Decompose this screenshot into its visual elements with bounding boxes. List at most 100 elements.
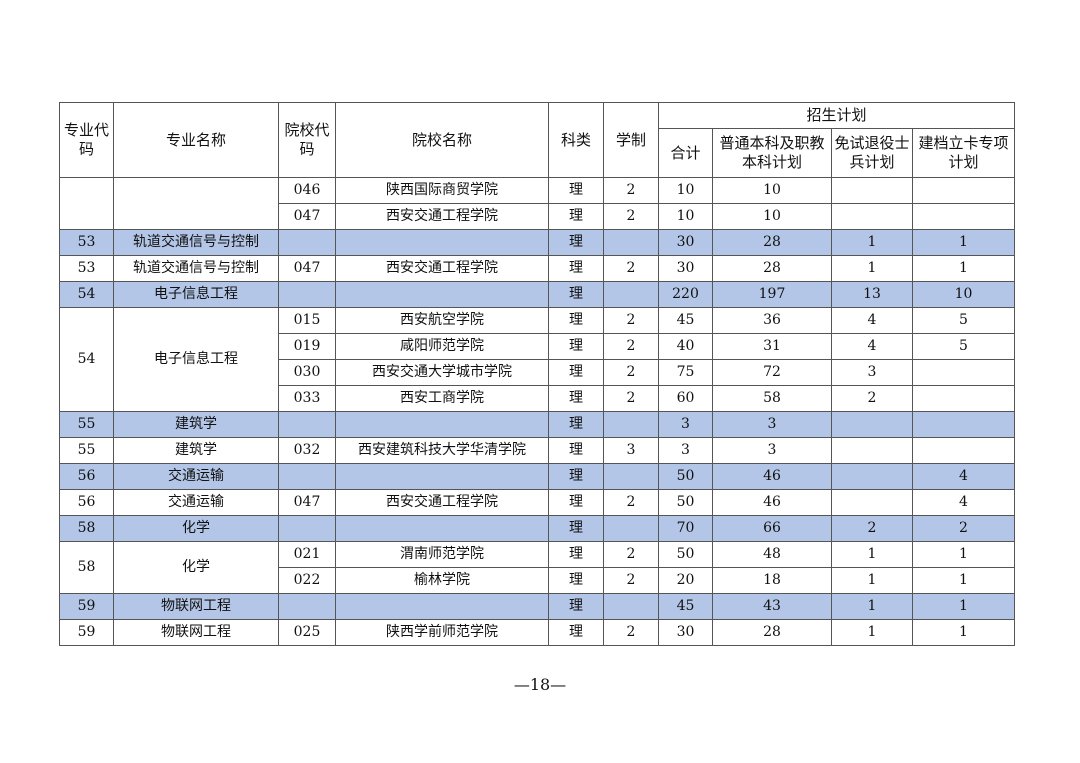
poverty-cell: 1 [911,567,1016,594]
category-cell: 理 [548,359,604,386]
duration-cell: 2 [603,359,659,386]
veteran-cell [831,177,913,204]
poverty-cell [911,177,1016,204]
duration-cell: 2 [603,567,659,594]
major-code-cell: 53 [59,229,114,256]
regular-cell: 28 [712,619,832,646]
veteran-cell: 1 [831,541,913,568]
veteran-cell [831,437,913,464]
total-cell: 45 [658,307,713,334]
school-code-cell: 015 [278,307,336,334]
regular-cell: 46 [712,489,832,516]
major-summary-row: 59 物联网工程理 45 43 1 1 [59,593,1016,620]
veteran-cell [831,203,913,230]
duration-cell: 2 [603,255,659,282]
duration-cell: 2 [603,489,659,516]
header-school-name: 院校名称 [335,102,549,178]
school-code-cell: 022 [278,567,336,594]
major-name-cell: 交通运输 [113,489,279,516]
total-cell: 45 [658,593,713,620]
school-code-cell: 019 [278,333,336,360]
major-code-cell: 55 [59,411,114,438]
major-name-cell: 化学 [113,515,279,542]
major-code-cell: 56 [59,463,114,490]
duration-cell: 2 [603,619,659,646]
empty-cell [603,515,659,542]
major-code-cell: 54 [59,307,114,412]
major-name-cell: 电子信息工程 [113,307,279,412]
school-name-cell: 榆林学院 [335,567,549,594]
major-name-cell: 轨道交通信号与控制 [113,229,279,256]
school-name-cell: 陕西国际商贸学院 [335,177,549,204]
regular-cell: 36 [712,307,832,334]
duration-cell: 2 [603,203,659,230]
major-name-cell: 轨道交通信号与控制 [113,255,279,282]
school-name-cell: 西安工商学院 [335,385,549,412]
poverty-cell: 10 [911,281,1016,308]
total-cell: 30 [658,255,713,282]
regular-cell: 10 [712,203,832,230]
major-name-cell: 建筑学 [113,411,279,438]
category-cell: 理 [548,333,604,360]
poverty-cell: 1 [911,255,1016,282]
category-cell: 理 [548,255,604,282]
table-row: 54 电子信息工程 015 西安航空学院理 2 45 36 4 5 [59,307,1016,412]
total-cell: 50 [658,489,713,516]
school-code-cell: 021 [278,541,336,568]
empty-cell [603,463,659,490]
regular-cell: 58 [712,385,832,412]
veteran-cell [831,411,913,438]
category-cell: 理 [548,515,604,542]
total-cell: 50 [658,541,713,568]
total-cell: 3 [658,437,713,464]
page-number: —18— [513,675,567,694]
poverty-cell: 1 [911,593,1016,620]
school-code-cell: 025 [278,619,336,646]
total-cell: 220 [658,281,713,308]
major-summary-row: 53 轨道交通信号与控制理 30 28 1 1 [59,229,1016,256]
category-cell: 理 [548,281,604,308]
veteran-cell [831,489,913,516]
poverty-cell [911,437,1016,464]
school-code-cell: 047 [278,489,336,516]
regular-cell: 3 [712,437,832,464]
table-row: 53 轨道交通信号与控制 047 西安交通工程学院理 2 30 28 1 1 [59,255,1016,282]
category-cell: 理 [548,463,604,490]
major-name-cell: 交通运输 [113,463,279,490]
veteran-cell: 1 [831,593,913,620]
header-duration: 学制 [603,102,659,178]
regular-cell: 28 [712,229,832,256]
major-summary-row: 55 建筑学 理 3 3 [59,411,1016,438]
veteran-cell: 1 [831,619,913,646]
regular-cell: 46 [712,463,832,490]
major-code-cell: 59 [59,619,114,646]
total-cell: 10 [658,203,713,230]
regular-cell: 197 [712,281,832,308]
school-name-cell: 西安交通工程学院 [335,489,549,516]
empty-cell [335,411,549,438]
category-cell: 理 [548,541,604,568]
table-row: 59 物联网工程 025 陕西学前师范学院理 2 30 28 1 1 [59,619,1016,646]
header-major-name: 专业名称 [113,102,279,178]
table-row: 55 建筑学 032 西安建筑科技大学华清学院理 3 3 3 [59,437,1016,464]
veteran-cell: 2 [831,385,913,412]
header-school-code: 院校代码 [278,102,336,178]
school-code-cell: 047 [278,203,336,230]
poverty-cell: 1 [911,229,1016,256]
empty-cell [335,593,549,620]
duration-cell: 2 [603,307,659,334]
empty-cell [278,593,336,620]
category-cell: 理 [548,307,604,334]
veteran-cell: 13 [831,281,913,308]
regular-cell: 31 [712,333,832,360]
table-body: 046 陕西国际商贸学院 理 2 10 10 047 西安交通工程学院 理 2 … [59,177,1016,646]
major-name-cell: 物联网工程 [113,593,279,620]
school-name-cell: 渭南师范学院 [335,541,549,568]
empty-cell [335,463,549,490]
poverty-cell: 2 [911,515,1016,542]
category-cell: 理 [548,411,604,438]
empty-cell [603,593,659,620]
major-code-cell: 58 [59,541,114,594]
total-cell: 40 [658,333,713,360]
major-code-cell: 53 [59,255,114,282]
